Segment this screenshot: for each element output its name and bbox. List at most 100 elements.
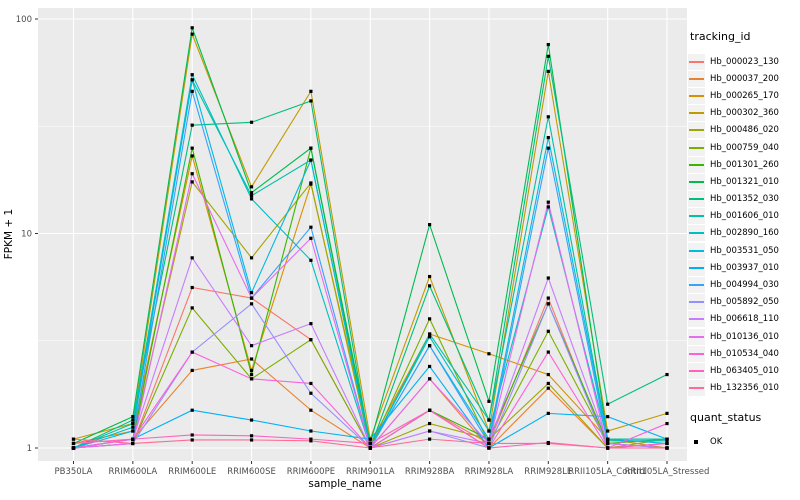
legend-key-line-icon bbox=[688, 173, 705, 190]
legend-item-Hb_000037_200: Hb_000037_200 bbox=[688, 70, 798, 87]
legend-key-line-icon bbox=[688, 156, 705, 173]
legend-label: Hb_001606_010 bbox=[710, 211, 779, 222]
data-point bbox=[546, 302, 550, 306]
data-point bbox=[249, 372, 254, 377]
legend-label: Hb_000302_360 bbox=[710, 108, 779, 119]
legend-item-Hb_000486_020: Hb_000486_020 bbox=[688, 122, 798, 139]
data-point bbox=[665, 411, 669, 415]
legend-key-line-icon bbox=[688, 328, 705, 345]
data-point bbox=[190, 368, 194, 373]
legend-label: Hb_001321_010 bbox=[710, 176, 779, 187]
data-point bbox=[546, 205, 550, 209]
data-point bbox=[249, 434, 254, 438]
legend-label: Hb_005892_050 bbox=[710, 297, 779, 308]
legend-item-Hb_000759_040: Hb_000759_040 bbox=[688, 139, 798, 156]
legend-label: Hb_000265_170 bbox=[710, 90, 779, 101]
data-point bbox=[606, 439, 610, 443]
legend-key-line-icon bbox=[688, 139, 705, 156]
data-point bbox=[665, 441, 669, 446]
y-tick-label: 100 bbox=[16, 15, 32, 25]
data-point bbox=[487, 446, 491, 450]
data-point bbox=[428, 223, 432, 227]
data-point bbox=[249, 256, 254, 260]
legend-key-line-icon bbox=[688, 208, 705, 225]
data-point bbox=[190, 350, 194, 354]
data-point bbox=[249, 357, 254, 361]
x-tick-label: PB350LA bbox=[55, 467, 93, 477]
data-point bbox=[309, 89, 313, 93]
data-point bbox=[309, 338, 313, 342]
legend: tracking_id Hb_000023_130 Hb_000037_200 Hb… bbox=[688, 30, 798, 451]
data-point bbox=[190, 172, 194, 176]
quant-ok-point-icon bbox=[688, 434, 705, 451]
data-point bbox=[131, 437, 135, 441]
data-point bbox=[309, 429, 313, 433]
data-point bbox=[546, 381, 550, 386]
data-point bbox=[606, 415, 610, 419]
data-point bbox=[309, 258, 313, 262]
data-point bbox=[249, 438, 254, 442]
data-point bbox=[428, 335, 432, 339]
data-point bbox=[131, 418, 135, 422]
legend-label: Hb_010534_040 bbox=[710, 348, 779, 359]
legend-items: Hb_000023_130 Hb_000037_200 Hb_000265_170 H… bbox=[688, 53, 798, 397]
data-point bbox=[368, 446, 372, 450]
legend-item-Hb_003531_050: Hb_003531_050 bbox=[688, 242, 798, 259]
legend-label: Hb_001301_260 bbox=[710, 159, 779, 170]
data-point bbox=[487, 352, 491, 356]
data-point bbox=[428, 317, 432, 321]
y-tick-label: 10 bbox=[21, 230, 32, 240]
data-point bbox=[190, 123, 194, 127]
legend-label: Hb_003531_050 bbox=[710, 245, 779, 256]
data-point bbox=[131, 415, 135, 419]
data-point bbox=[665, 421, 669, 426]
data-point bbox=[487, 429, 491, 433]
x-tick-label: RRII105LA_Control bbox=[568, 467, 647, 477]
x-tick-label: RRIM600LA bbox=[109, 467, 158, 477]
legend-item-Hb_063405_010: Hb_063405_010 bbox=[688, 362, 798, 379]
data-point bbox=[309, 391, 313, 395]
legend-key-line-icon bbox=[688, 225, 705, 242]
legend-key-line-icon bbox=[688, 242, 705, 259]
data-point bbox=[546, 42, 550, 47]
data-point bbox=[131, 441, 135, 446]
data-point bbox=[487, 441, 491, 446]
data-point bbox=[546, 200, 550, 204]
quant-ok-label: OK bbox=[710, 437, 723, 448]
legend-label: Hb_000759_040 bbox=[710, 142, 779, 153]
data-point bbox=[249, 296, 254, 300]
data-point bbox=[546, 296, 550, 300]
legend-label: Hb_002890_160 bbox=[710, 228, 779, 239]
data-point bbox=[546, 115, 550, 119]
data-point bbox=[428, 364, 432, 369]
data-point bbox=[428, 344, 432, 348]
data-point bbox=[606, 441, 610, 446]
data-point bbox=[190, 433, 194, 437]
legend-key-line-icon bbox=[688, 191, 705, 208]
data-point bbox=[190, 32, 194, 36]
legend-label: Hb_006618_110 bbox=[710, 314, 779, 325]
legend-item-Hb_002890_160: Hb_002890_160 bbox=[688, 225, 798, 242]
legend-label: Hb_010136_010 bbox=[710, 331, 779, 342]
y-tick-label: 1 bbox=[27, 444, 32, 454]
data-point bbox=[309, 181, 313, 185]
data-point bbox=[249, 368, 254, 373]
legend-item-Hb_001352_030: Hb_001352_030 bbox=[688, 191, 798, 208]
data-point bbox=[249, 197, 254, 201]
legend-key-line-icon bbox=[688, 345, 705, 362]
data-point bbox=[309, 437, 313, 441]
legend-label: Hb_063405_010 bbox=[710, 365, 779, 376]
x-tick-label: RRIM600LE bbox=[168, 467, 216, 477]
data-point bbox=[249, 344, 254, 348]
legend-key-line-icon bbox=[688, 70, 705, 87]
data-point bbox=[249, 291, 254, 295]
legend-label: Hb_000023_130 bbox=[710, 56, 779, 67]
data-point bbox=[309, 99, 313, 103]
data-point bbox=[190, 438, 194, 442]
data-point bbox=[368, 441, 372, 446]
data-point bbox=[249, 120, 254, 124]
data-point bbox=[606, 446, 610, 450]
data-point bbox=[487, 437, 491, 441]
data-point bbox=[368, 437, 372, 441]
